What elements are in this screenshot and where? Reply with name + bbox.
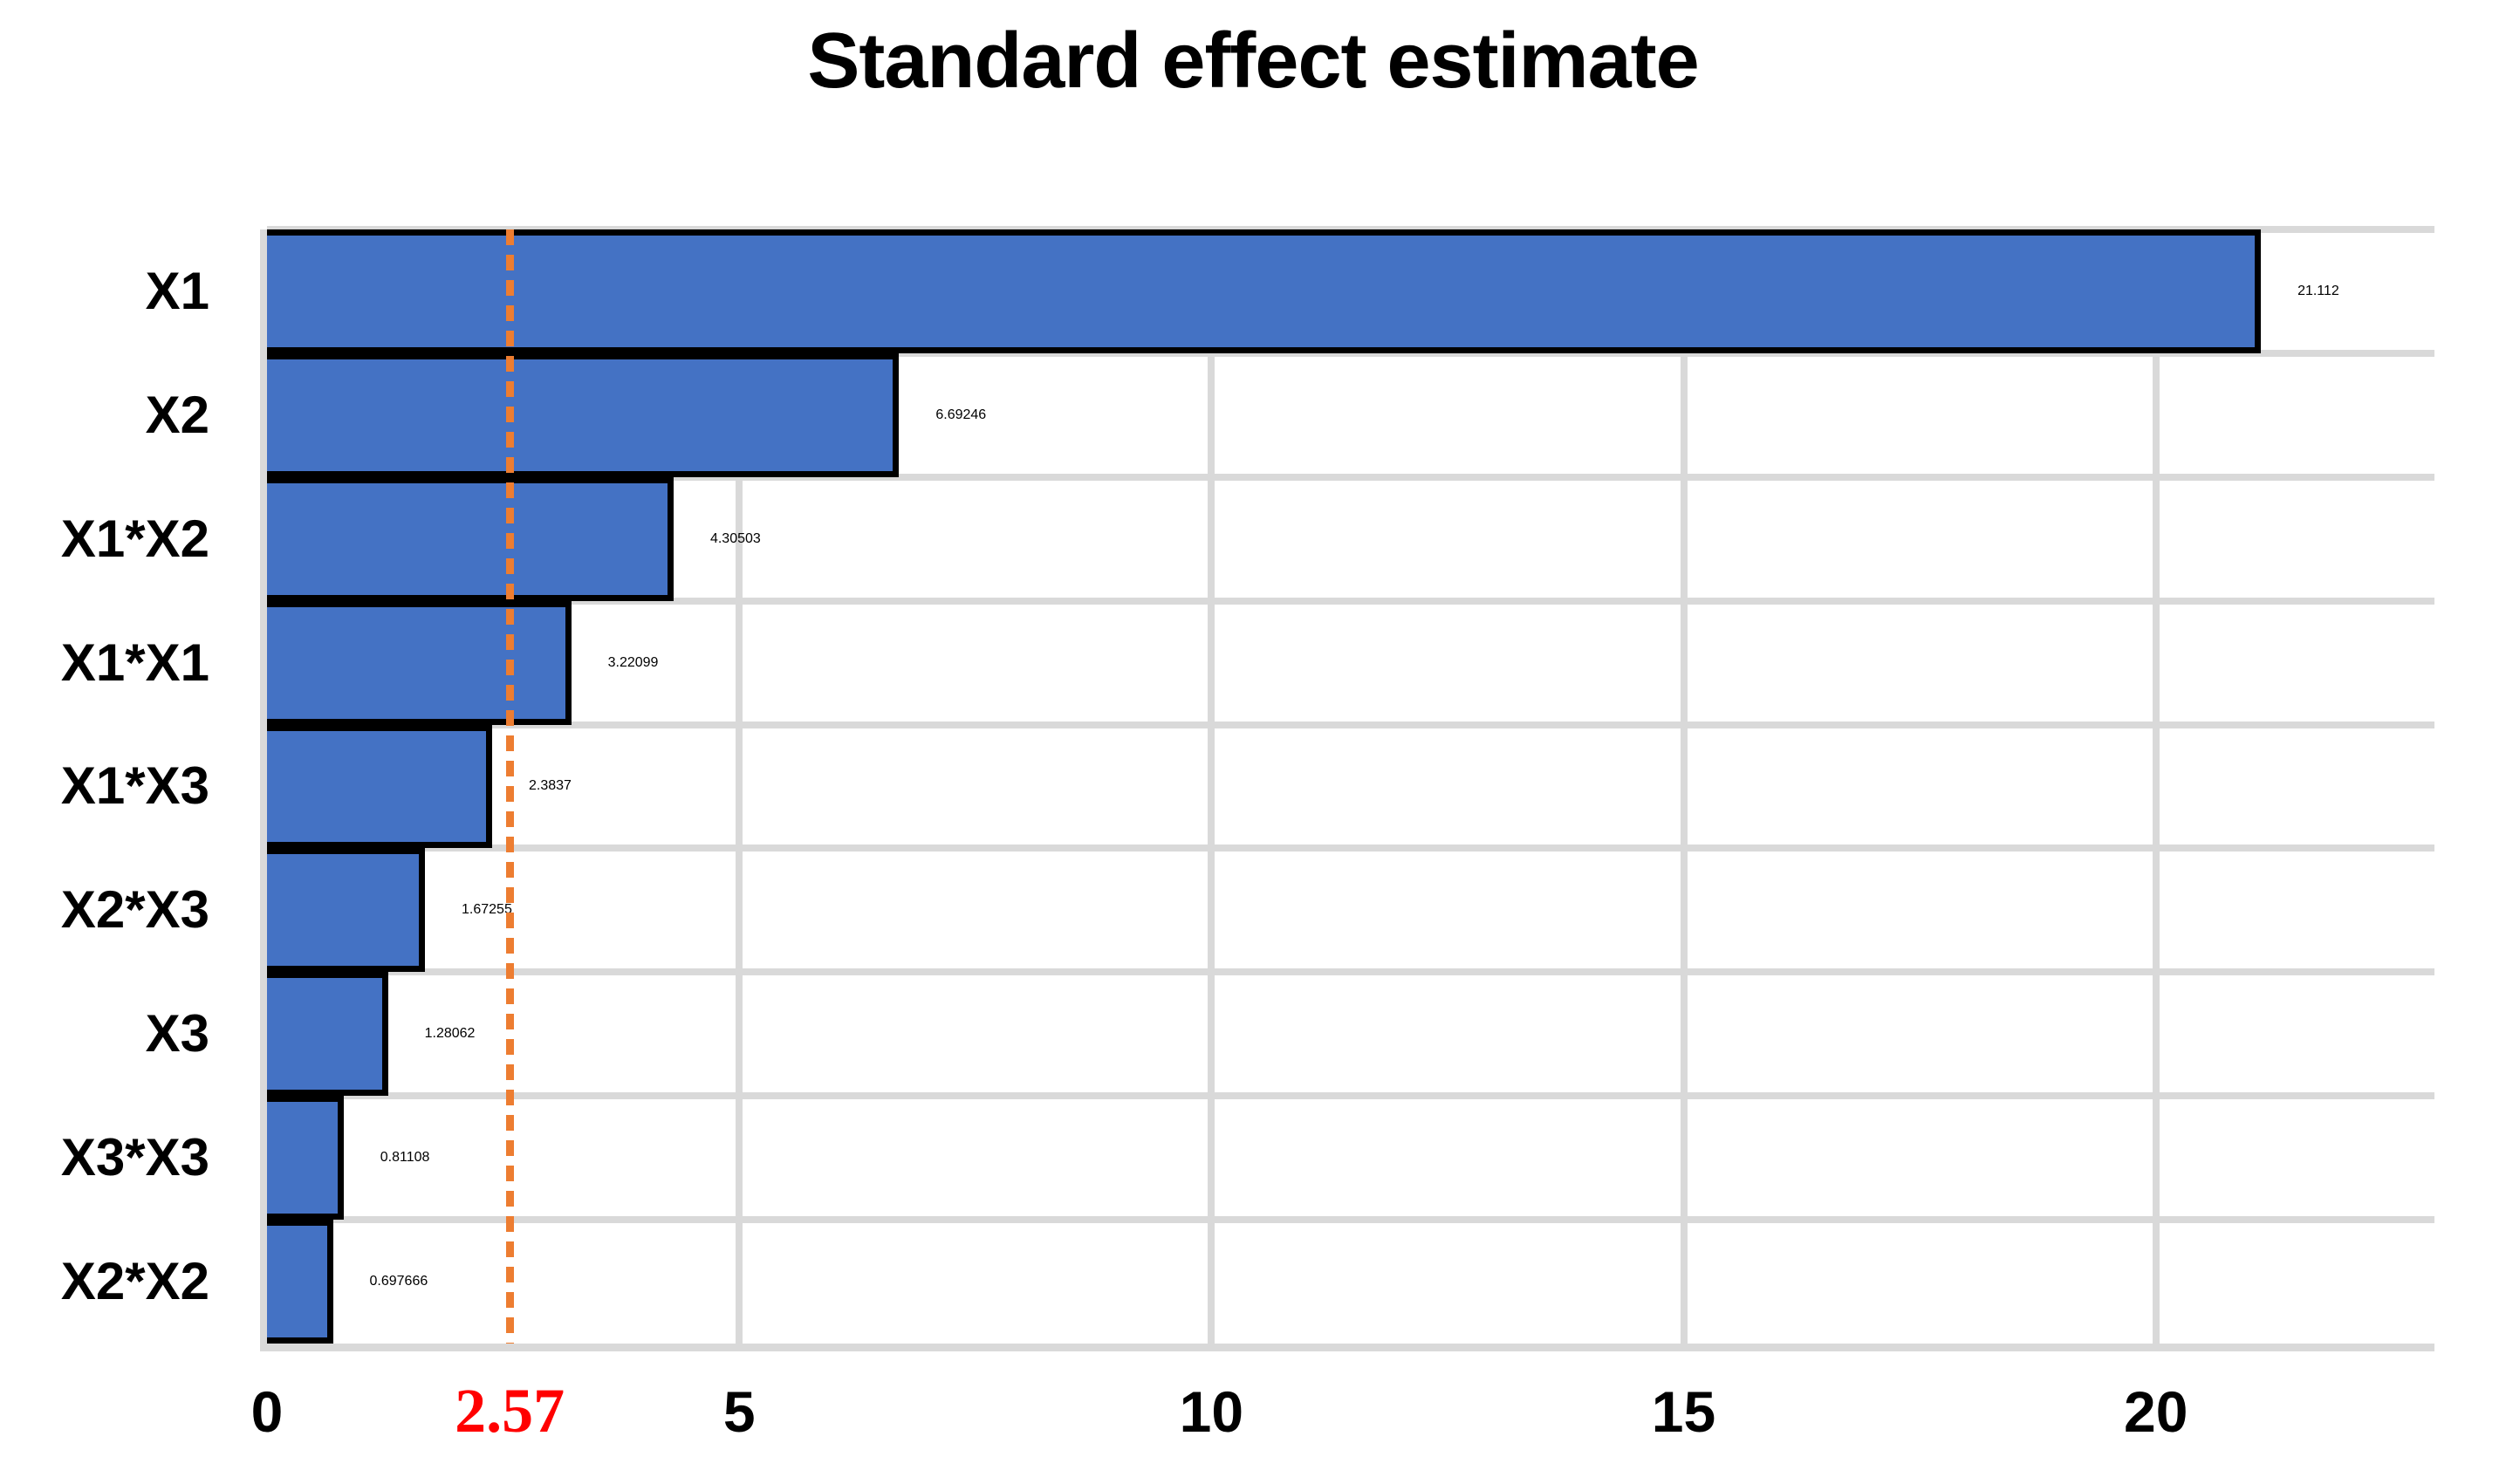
- x-tick-label-20: 20: [2123, 1379, 2188, 1444]
- plot-area: 21.112 6.69246 4.30503 3.22099 2.3837 1.67255…: [260, 226, 2434, 1351]
- category-label-X1*X1: X1*X1: [60, 633, 209, 692]
- bar-X3*X3: [267, 1096, 344, 1221]
- bar-X2*X3: [267, 848, 426, 973]
- reference-line: [506, 229, 515, 1344]
- bar-X1*X3: [267, 724, 492, 849]
- horizontal-gridline: [267, 473, 2434, 481]
- bar-X2*X2: [267, 1220, 333, 1344]
- bar-value-text: 0.697666: [369, 1274, 428, 1289]
- bar-value-label: 0.81108: [380, 1096, 430, 1220]
- bar-value-text: 6.69246: [935, 407, 987, 422]
- category-label-X2*X3: X2*X3: [60, 880, 209, 940]
- reference-tick-label: 2.57: [455, 1376, 565, 1446]
- bar-X2: [267, 352, 900, 477]
- horizontal-gridline: [267, 597, 2434, 605]
- horizontal-gridline: [267, 968, 2434, 976]
- bar-value-text: 1.67255: [462, 902, 512, 918]
- category-label-X1*X2: X1*X2: [60, 509, 209, 568]
- bar-value-label: 2.3837: [529, 725, 572, 849]
- x-tick-label-0: 0: [250, 1379, 284, 1444]
- bar-value-label: 4.30503: [710, 477, 761, 601]
- category-label-X2*X2: X2*X2: [60, 1252, 209, 1311]
- vertical-gridline: [736, 229, 743, 1344]
- chart-title: Standard effect estimate: [807, 17, 1699, 105]
- bar-value-text: 21.112: [2297, 283, 2339, 298]
- bar-value-text: 2.3837: [529, 778, 572, 794]
- bar-X3: [267, 972, 388, 1097]
- horizontal-gridline: [267, 845, 2434, 852]
- vertical-gridline: [1208, 229, 1215, 1344]
- bar-value-label: 21.112: [2297, 229, 2339, 353]
- bar-X1*X1: [267, 600, 572, 725]
- category-label-X3: X3: [145, 1004, 209, 1063]
- bar-value-label: 0.697666: [370, 1220, 428, 1344]
- bar-value-label: 3.22099: [608, 601, 659, 725]
- vertical-gridline: [1680, 229, 1688, 1344]
- category-label-X1: X1: [145, 261, 209, 320]
- category-label-X3*X3: X3*X3: [60, 1128, 209, 1187]
- bar-X1: [267, 229, 2262, 353]
- bar-value-label: 1.28062: [425, 972, 476, 1096]
- bar-value-text: 1.28062: [424, 1026, 476, 1042]
- vertical-gridline: [2152, 229, 2160, 1344]
- bar-value-label: 6.69246: [935, 353, 986, 477]
- horizontal-gridline: [267, 721, 2434, 728]
- category-label-X2: X2: [145, 385, 209, 444]
- bar-X1*X2: [267, 476, 674, 601]
- x-tick-label-15: 15: [1651, 1379, 1716, 1444]
- x-tick-label-5: 5: [722, 1379, 756, 1444]
- bar-value-label: 1.67255: [462, 848, 512, 972]
- x-tick-label-10: 10: [1179, 1379, 1244, 1444]
- bar-value-text: 3.22099: [607, 654, 659, 670]
- horizontal-gridline: [267, 1216, 2434, 1224]
- horizontal-gridline: [267, 349, 2434, 357]
- category-label-X1*X3: X1*X3: [60, 756, 209, 816]
- horizontal-gridline: [267, 1092, 2434, 1100]
- bar-value-text: 0.81108: [380, 1150, 430, 1166]
- bar-value-text: 4.30503: [709, 530, 761, 546]
